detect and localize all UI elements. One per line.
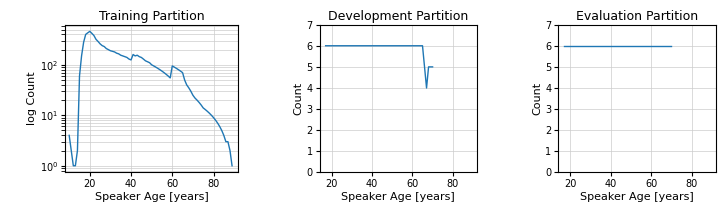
Title: Development Partition: Development Partition	[328, 11, 469, 24]
Y-axis label: Count: Count	[294, 82, 304, 115]
Y-axis label: Count: Count	[532, 82, 542, 115]
Title: Evaluation Partition: Evaluation Partition	[576, 11, 698, 24]
X-axis label: Speaker Age [years]: Speaker Age [years]	[341, 192, 455, 202]
Y-axis label: log Count: log Count	[27, 72, 37, 125]
Title: Training Partition: Training Partition	[99, 11, 205, 24]
X-axis label: Speaker Age [years]: Speaker Age [years]	[95, 192, 208, 202]
X-axis label: Speaker Age [years]: Speaker Age [years]	[580, 192, 694, 202]
